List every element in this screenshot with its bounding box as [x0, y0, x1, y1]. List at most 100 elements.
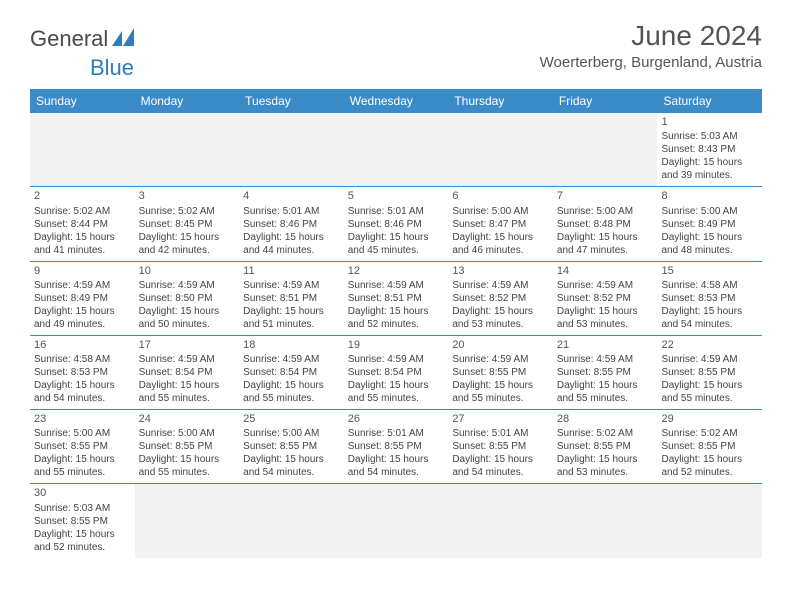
day-cell: 21Sunrise: 4:59 AMSunset: 8:55 PMDayligh… — [553, 336, 658, 409]
daylight-line: Daylight: 15 hours and 54 minutes. — [243, 453, 340, 479]
day-cell: 26Sunrise: 5:01 AMSunset: 8:55 PMDayligh… — [344, 410, 449, 483]
day-number: 28 — [557, 412, 654, 426]
sunrise-line: Sunrise: 4:59 AM — [139, 353, 236, 366]
day-cell: 27Sunrise: 5:01 AMSunset: 8:55 PMDayligh… — [448, 410, 553, 483]
day-number: 17 — [139, 338, 236, 352]
sunset-line: Sunset: 8:52 PM — [452, 292, 549, 305]
day-number: 27 — [452, 412, 549, 426]
daylight-line: Daylight: 15 hours and 51 minutes. — [243, 305, 340, 331]
sunrise-line: Sunrise: 5:02 AM — [139, 205, 236, 218]
sunset-line: Sunset: 8:53 PM — [661, 292, 758, 305]
sunset-line: Sunset: 8:55 PM — [452, 440, 549, 453]
sunset-line: Sunset: 8:45 PM — [139, 218, 236, 231]
day-cell: 11Sunrise: 4:59 AMSunset: 8:51 PMDayligh… — [239, 262, 344, 335]
day-number: 14 — [557, 264, 654, 278]
day-cell: 6Sunrise: 5:00 AMSunset: 8:47 PMDaylight… — [448, 187, 553, 260]
logo-icon — [112, 26, 138, 52]
daylight-line: Daylight: 15 hours and 49 minutes. — [34, 305, 131, 331]
day-cell: 24Sunrise: 5:00 AMSunset: 8:55 PMDayligh… — [135, 410, 240, 483]
daylight-line: Daylight: 15 hours and 45 minutes. — [348, 231, 445, 257]
sunrise-line: Sunrise: 4:59 AM — [348, 353, 445, 366]
day-cell — [448, 113, 553, 186]
day-number: 8 — [661, 189, 758, 203]
day-number: 2 — [34, 189, 131, 203]
day-number: 30 — [34, 486, 131, 500]
sunset-line: Sunset: 8:54 PM — [348, 366, 445, 379]
sunrise-line: Sunrise: 5:02 AM — [661, 427, 758, 440]
week-row: 9Sunrise: 4:59 AMSunset: 8:49 PMDaylight… — [30, 262, 762, 336]
daylight-line: Daylight: 15 hours and 52 minutes. — [34, 528, 131, 554]
daylight-line: Daylight: 15 hours and 52 minutes. — [661, 453, 758, 479]
week-row: 23Sunrise: 5:00 AMSunset: 8:55 PMDayligh… — [30, 410, 762, 484]
page-title: June 2024 — [540, 20, 762, 52]
day-cell: 17Sunrise: 4:59 AMSunset: 8:54 PMDayligh… — [135, 336, 240, 409]
day-cell: 16Sunrise: 4:58 AMSunset: 8:53 PMDayligh… — [30, 336, 135, 409]
day-number: 19 — [348, 338, 445, 352]
weekday-header-row: SundayMondayTuesdayWednesdayThursdayFrid… — [30, 89, 762, 113]
sunset-line: Sunset: 8:51 PM — [348, 292, 445, 305]
day-cell — [239, 113, 344, 186]
sunset-line: Sunset: 8:50 PM — [139, 292, 236, 305]
daylight-line: Daylight: 15 hours and 50 minutes. — [139, 305, 236, 331]
sunrise-line: Sunrise: 5:00 AM — [452, 205, 549, 218]
sunset-line: Sunset: 8:55 PM — [34, 515, 131, 528]
daylight-line: Daylight: 15 hours and 52 minutes. — [348, 305, 445, 331]
sunrise-line: Sunrise: 5:00 AM — [139, 427, 236, 440]
sunrise-line: Sunrise: 4:59 AM — [557, 279, 654, 292]
daylight-line: Daylight: 15 hours and 54 minutes. — [452, 453, 549, 479]
sunrise-line: Sunrise: 4:59 AM — [243, 279, 340, 292]
week-row: 16Sunrise: 4:58 AMSunset: 8:53 PMDayligh… — [30, 336, 762, 410]
daylight-line: Daylight: 15 hours and 47 minutes. — [557, 231, 654, 257]
daylight-line: Daylight: 15 hours and 54 minutes. — [34, 379, 131, 405]
day-number: 13 — [452, 264, 549, 278]
day-number: 24 — [139, 412, 236, 426]
day-cell: 5Sunrise: 5:01 AMSunset: 8:46 PMDaylight… — [344, 187, 449, 260]
sunset-line: Sunset: 8:54 PM — [243, 366, 340, 379]
day-cell: 3Sunrise: 5:02 AMSunset: 8:45 PMDaylight… — [135, 187, 240, 260]
daylight-line: Daylight: 15 hours and 44 minutes. — [243, 231, 340, 257]
day-cell — [344, 113, 449, 186]
day-cell — [344, 484, 449, 557]
day-number: 9 — [34, 264, 131, 278]
day-number: 6 — [452, 189, 549, 203]
day-number: 21 — [557, 338, 654, 352]
sunset-line: Sunset: 8:55 PM — [661, 440, 758, 453]
day-number: 20 — [452, 338, 549, 352]
daylight-line: Daylight: 15 hours and 54 minutes. — [348, 453, 445, 479]
day-number: 16 — [34, 338, 131, 352]
day-number: 1 — [661, 115, 758, 129]
day-cell: 8Sunrise: 5:00 AMSunset: 8:49 PMDaylight… — [657, 187, 762, 260]
day-number: 23 — [34, 412, 131, 426]
sunrise-line: Sunrise: 4:59 AM — [34, 279, 131, 292]
sunset-line: Sunset: 8:49 PM — [34, 292, 131, 305]
sunrise-line: Sunrise: 5:00 AM — [243, 427, 340, 440]
weekday-header: Saturday — [657, 89, 762, 113]
calendar: SundayMondayTuesdayWednesdayThursdayFrid… — [30, 89, 762, 558]
sunrise-line: Sunrise: 5:01 AM — [348, 205, 445, 218]
day-cell: 4Sunrise: 5:01 AMSunset: 8:46 PMDaylight… — [239, 187, 344, 260]
sunset-line: Sunset: 8:46 PM — [243, 218, 340, 231]
day-cell: 13Sunrise: 4:59 AMSunset: 8:52 PMDayligh… — [448, 262, 553, 335]
location: Woerterberg, Burgenland, Austria — [540, 54, 762, 71]
week-row: 1Sunrise: 5:03 AMSunset: 8:43 PMDaylight… — [30, 113, 762, 187]
sunset-line: Sunset: 8:44 PM — [34, 218, 131, 231]
day-cell — [553, 484, 658, 557]
weekday-header: Friday — [553, 89, 658, 113]
daylight-line: Daylight: 15 hours and 41 minutes. — [34, 231, 131, 257]
weekday-header: Thursday — [448, 89, 553, 113]
day-cell: 22Sunrise: 4:59 AMSunset: 8:55 PMDayligh… — [657, 336, 762, 409]
weekday-header: Wednesday — [344, 89, 449, 113]
day-cell: 25Sunrise: 5:00 AMSunset: 8:55 PMDayligh… — [239, 410, 344, 483]
day-cell: 19Sunrise: 4:59 AMSunset: 8:54 PMDayligh… — [344, 336, 449, 409]
daylight-line: Daylight: 15 hours and 55 minutes. — [348, 379, 445, 405]
sunrise-line: Sunrise: 4:59 AM — [557, 353, 654, 366]
daylight-line: Daylight: 15 hours and 53 minutes. — [557, 453, 654, 479]
daylight-line: Daylight: 15 hours and 53 minutes. — [452, 305, 549, 331]
day-cell: 10Sunrise: 4:59 AMSunset: 8:50 PMDayligh… — [135, 262, 240, 335]
sunset-line: Sunset: 8:54 PM — [139, 366, 236, 379]
sunrise-line: Sunrise: 4:59 AM — [243, 353, 340, 366]
daylight-line: Daylight: 15 hours and 55 minutes. — [661, 379, 758, 405]
sunrise-line: Sunrise: 5:00 AM — [557, 205, 654, 218]
day-cell: 1Sunrise: 5:03 AMSunset: 8:43 PMDaylight… — [657, 113, 762, 186]
day-cell: 29Sunrise: 5:02 AMSunset: 8:55 PMDayligh… — [657, 410, 762, 483]
